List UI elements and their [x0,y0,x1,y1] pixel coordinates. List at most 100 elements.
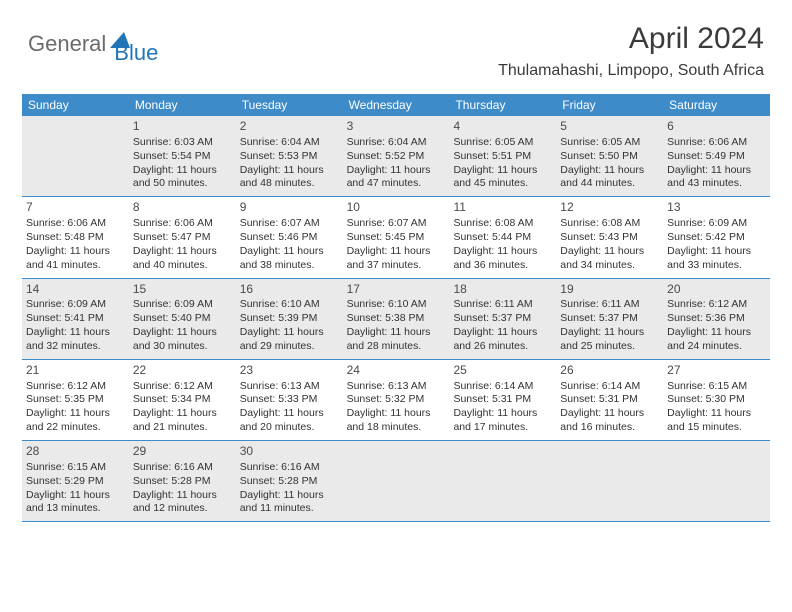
day-number: 27 [667,363,766,379]
day-cell: 29Sunrise: 6:16 AMSunset: 5:28 PMDayligh… [129,441,236,521]
day-cell: 26Sunrise: 6:14 AMSunset: 5:31 PMDayligh… [556,360,663,440]
location: Thulamahashi, Limpopo, South Africa [498,62,764,80]
day-cell: 27Sunrise: 6:15 AMSunset: 5:30 PMDayligh… [663,360,770,440]
day-info: Sunrise: 6:06 AMSunset: 5:47 PMDaylight:… [133,217,232,272]
week-header: SundayMondayTuesdayWednesdayThursdayFrid… [22,94,770,116]
day-cell: 17Sunrise: 6:10 AMSunset: 5:38 PMDayligh… [343,279,450,359]
day-info: Sunrise: 6:09 AMSunset: 5:41 PMDaylight:… [26,298,125,353]
day-cell [22,116,129,196]
day-info: Sunrise: 6:03 AMSunset: 5:54 PMDaylight:… [133,136,232,191]
day-cell: 12Sunrise: 6:08 AMSunset: 5:43 PMDayligh… [556,197,663,277]
calendar: SundayMondayTuesdayWednesdayThursdayFrid… [22,94,770,522]
day-number: 19 [560,282,659,298]
title-area: April 2024 Thulamahashi, Limpopo, South … [498,22,764,80]
day-info: Sunrise: 6:11 AMSunset: 5:37 PMDaylight:… [453,298,552,353]
week-row: 1Sunrise: 6:03 AMSunset: 5:54 PMDaylight… [22,116,770,197]
day-cell: 24Sunrise: 6:13 AMSunset: 5:32 PMDayligh… [343,360,450,440]
day-number: 18 [453,282,552,298]
logo-text-gray: General [28,31,106,57]
day-number: 4 [453,119,552,135]
day-cell [343,441,450,521]
day-number: 21 [26,363,125,379]
day-number: 24 [347,363,446,379]
day-cell: 18Sunrise: 6:11 AMSunset: 5:37 PMDayligh… [449,279,556,359]
day-number: 28 [26,444,125,460]
day-number: 8 [133,200,232,216]
day-number: 20 [667,282,766,298]
day-info: Sunrise: 6:13 AMSunset: 5:32 PMDaylight:… [347,380,446,435]
day-info: Sunrise: 6:15 AMSunset: 5:30 PMDaylight:… [667,380,766,435]
day-info: Sunrise: 6:15 AMSunset: 5:29 PMDaylight:… [26,461,125,516]
day-info: Sunrise: 6:08 AMSunset: 5:43 PMDaylight:… [560,217,659,272]
day-number: 17 [347,282,446,298]
day-cell: 22Sunrise: 6:12 AMSunset: 5:34 PMDayligh… [129,360,236,440]
day-cell: 20Sunrise: 6:12 AMSunset: 5:36 PMDayligh… [663,279,770,359]
day-info: Sunrise: 6:16 AMSunset: 5:28 PMDaylight:… [133,461,232,516]
day-cell [449,441,556,521]
logo: General Blue [28,22,158,66]
day-number: 30 [240,444,339,460]
day-cell: 21Sunrise: 6:12 AMSunset: 5:35 PMDayligh… [22,360,129,440]
day-number: 9 [240,200,339,216]
week-row: 28Sunrise: 6:15 AMSunset: 5:29 PMDayligh… [22,441,770,522]
day-info: Sunrise: 6:06 AMSunset: 5:48 PMDaylight:… [26,217,125,272]
day-info: Sunrise: 6:08 AMSunset: 5:44 PMDaylight:… [453,217,552,272]
day-cell: 25Sunrise: 6:14 AMSunset: 5:31 PMDayligh… [449,360,556,440]
day-number: 6 [667,119,766,135]
day-number: 2 [240,119,339,135]
day-info: Sunrise: 6:09 AMSunset: 5:40 PMDaylight:… [133,298,232,353]
day-cell: 5Sunrise: 6:05 AMSunset: 5:50 PMDaylight… [556,116,663,196]
day-info: Sunrise: 6:05 AMSunset: 5:51 PMDaylight:… [453,136,552,191]
day-info: Sunrise: 6:06 AMSunset: 5:49 PMDaylight:… [667,136,766,191]
week-row: 7Sunrise: 6:06 AMSunset: 5:48 PMDaylight… [22,197,770,278]
day-info: Sunrise: 6:09 AMSunset: 5:42 PMDaylight:… [667,217,766,272]
calendar-body: 1Sunrise: 6:03 AMSunset: 5:54 PMDaylight… [22,116,770,522]
day-number: 3 [347,119,446,135]
day-cell: 30Sunrise: 6:16 AMSunset: 5:28 PMDayligh… [236,441,343,521]
day-number: 29 [133,444,232,460]
day-header-sunday: Sunday [22,94,129,116]
day-info: Sunrise: 6:14 AMSunset: 5:31 PMDaylight:… [453,380,552,435]
day-cell: 28Sunrise: 6:15 AMSunset: 5:29 PMDayligh… [22,441,129,521]
day-number: 10 [347,200,446,216]
day-info: Sunrise: 6:13 AMSunset: 5:33 PMDaylight:… [240,380,339,435]
day-header-monday: Monday [129,94,236,116]
day-cell: 3Sunrise: 6:04 AMSunset: 5:52 PMDaylight… [343,116,450,196]
day-header-thursday: Thursday [449,94,556,116]
day-number: 22 [133,363,232,379]
day-number: 15 [133,282,232,298]
day-info: Sunrise: 6:07 AMSunset: 5:45 PMDaylight:… [347,217,446,272]
day-cell: 13Sunrise: 6:09 AMSunset: 5:42 PMDayligh… [663,197,770,277]
day-cell: 16Sunrise: 6:10 AMSunset: 5:39 PMDayligh… [236,279,343,359]
day-number: 14 [26,282,125,298]
day-cell: 15Sunrise: 6:09 AMSunset: 5:40 PMDayligh… [129,279,236,359]
day-header-wednesday: Wednesday [343,94,450,116]
day-cell: 8Sunrise: 6:06 AMSunset: 5:47 PMDaylight… [129,197,236,277]
day-cell: 4Sunrise: 6:05 AMSunset: 5:51 PMDaylight… [449,116,556,196]
day-header-tuesday: Tuesday [236,94,343,116]
day-number: 7 [26,200,125,216]
month-title: April 2024 [498,22,764,56]
day-info: Sunrise: 6:07 AMSunset: 5:46 PMDaylight:… [240,217,339,272]
day-cell [556,441,663,521]
week-row: 21Sunrise: 6:12 AMSunset: 5:35 PMDayligh… [22,360,770,441]
day-info: Sunrise: 6:12 AMSunset: 5:36 PMDaylight:… [667,298,766,353]
day-number: 5 [560,119,659,135]
week-row: 14Sunrise: 6:09 AMSunset: 5:41 PMDayligh… [22,279,770,360]
day-cell: 9Sunrise: 6:07 AMSunset: 5:46 PMDaylight… [236,197,343,277]
day-info: Sunrise: 6:10 AMSunset: 5:38 PMDaylight:… [347,298,446,353]
day-info: Sunrise: 6:11 AMSunset: 5:37 PMDaylight:… [560,298,659,353]
day-cell: 11Sunrise: 6:08 AMSunset: 5:44 PMDayligh… [449,197,556,277]
day-cell [663,441,770,521]
day-cell: 23Sunrise: 6:13 AMSunset: 5:33 PMDayligh… [236,360,343,440]
day-cell: 2Sunrise: 6:04 AMSunset: 5:53 PMDaylight… [236,116,343,196]
day-header-saturday: Saturday [663,94,770,116]
day-number: 25 [453,363,552,379]
day-cell: 6Sunrise: 6:06 AMSunset: 5:49 PMDaylight… [663,116,770,196]
day-number: 23 [240,363,339,379]
header: General Blue April 2024 Thulamahashi, Li… [0,0,792,84]
day-cell: 14Sunrise: 6:09 AMSunset: 5:41 PMDayligh… [22,279,129,359]
day-cell: 7Sunrise: 6:06 AMSunset: 5:48 PMDaylight… [22,197,129,277]
day-number: 1 [133,119,232,135]
day-header-friday: Friday [556,94,663,116]
